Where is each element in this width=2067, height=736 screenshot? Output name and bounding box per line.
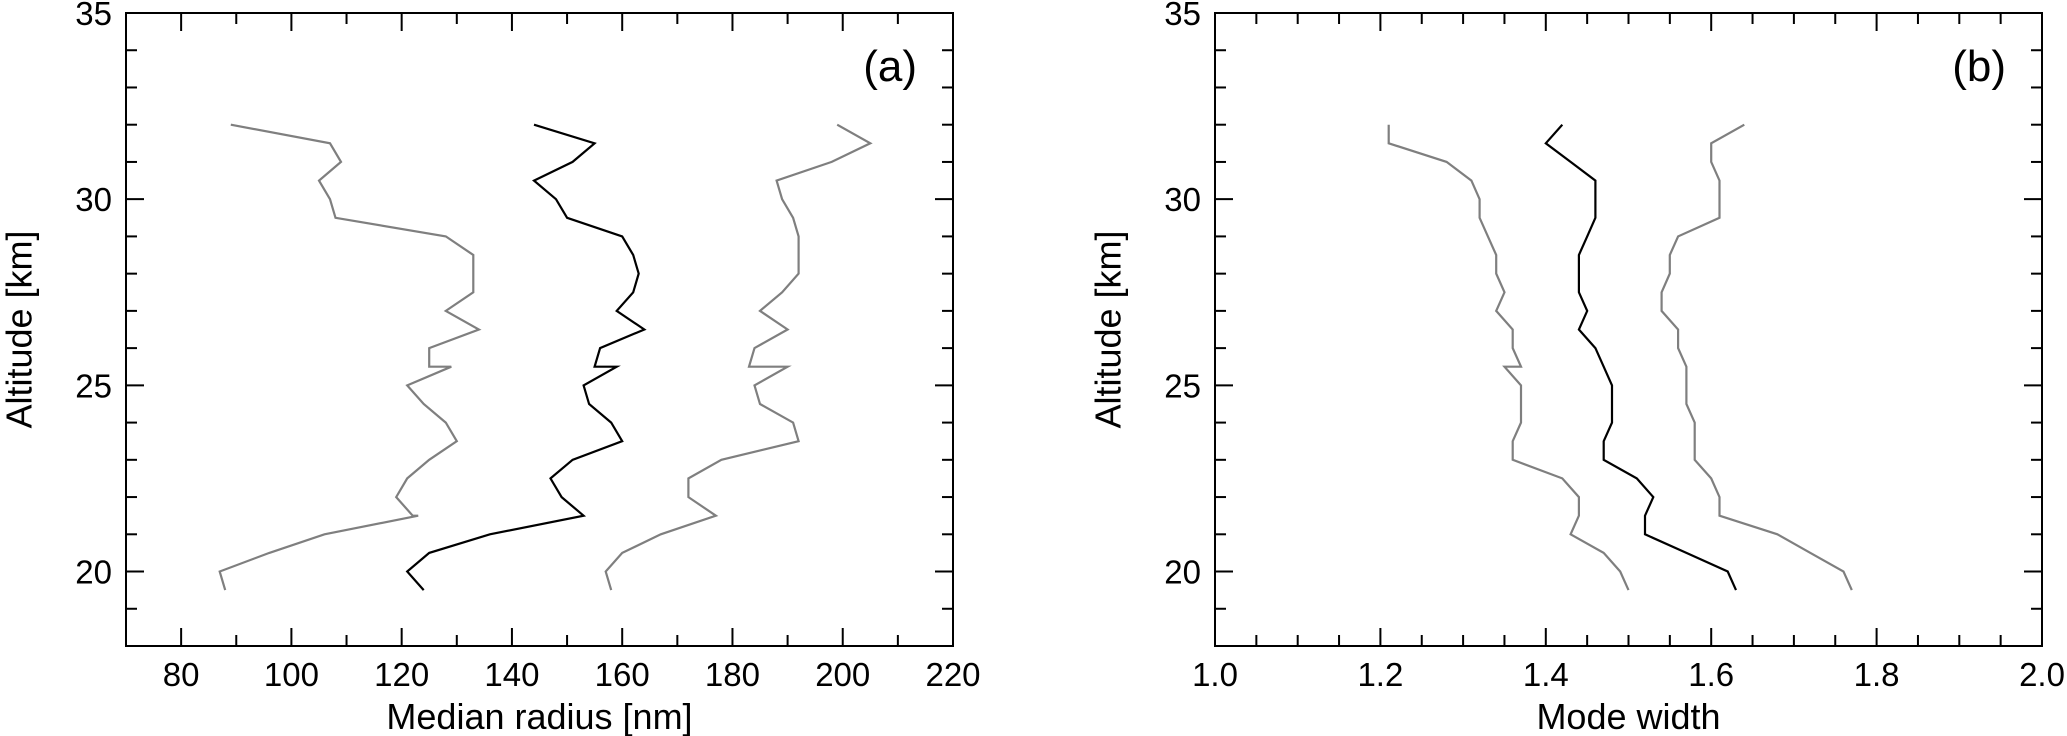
series-line-2 [405, 123, 647, 591]
panel-b: 1.0 1.2 1.4 1.6 1.8 2.0 20 25 30 35 Mode width Alti… [1088, 0, 2065, 736]
series-line-1 [1387, 124, 1630, 591]
x-tick-label: 180 [705, 656, 760, 693]
y-tick-label: 30 [1164, 181, 1201, 218]
x-tick-label: 100 [264, 656, 319, 693]
x-tick-label: 1.8 [1854, 656, 1900, 693]
x-tick-label: 1.2 [1357, 656, 1403, 693]
x-tick-label: 1.4 [1523, 656, 1569, 693]
x-tick-label: 1.6 [1688, 656, 1734, 693]
plot-frame [125, 12, 954, 647]
y-tick-label: 20 [1164, 554, 1201, 591]
y-tick-label: 25 [1164, 367, 1201, 404]
x-tick-label: 120 [374, 656, 429, 693]
series-line-1 [218, 123, 482, 591]
x-axis-label: Mode width [1536, 696, 1720, 736]
y-axis-label: Altitude [km] [0, 230, 40, 428]
panel-label: (b) [1952, 42, 2006, 91]
y-tick-label: 35 [75, 0, 112, 32]
x-tick-label: 1.0 [1192, 656, 1238, 693]
y-tick-label: 20 [75, 554, 112, 591]
x-tick-label: 2.0 [2019, 656, 2065, 693]
panel-a: 80 100 120 140 160 180 200 220 20 25 30 35 Median ra… [0, 0, 981, 736]
x-tick-label: 140 [484, 656, 539, 693]
y-tick-label: 35 [1164, 0, 1201, 32]
y-tick-label: 25 [75, 367, 112, 404]
series-line-3 [1660, 123, 1853, 591]
series-line-3 [604, 123, 873, 591]
x-tick-label: 80 [163, 656, 200, 693]
y-tick-label: 30 [75, 181, 112, 218]
x-axis-label: Median radius [nm] [386, 696, 692, 736]
plot-frame [1214, 12, 2043, 647]
x-tick-label: 160 [595, 656, 650, 693]
x-tick-label: 200 [815, 656, 870, 693]
y-axis-label: Altitude [km] [1088, 230, 1129, 428]
series-line-2 [1544, 123, 1738, 591]
x-tick-label: 220 [925, 656, 980, 693]
panel-label: (a) [863, 42, 917, 91]
